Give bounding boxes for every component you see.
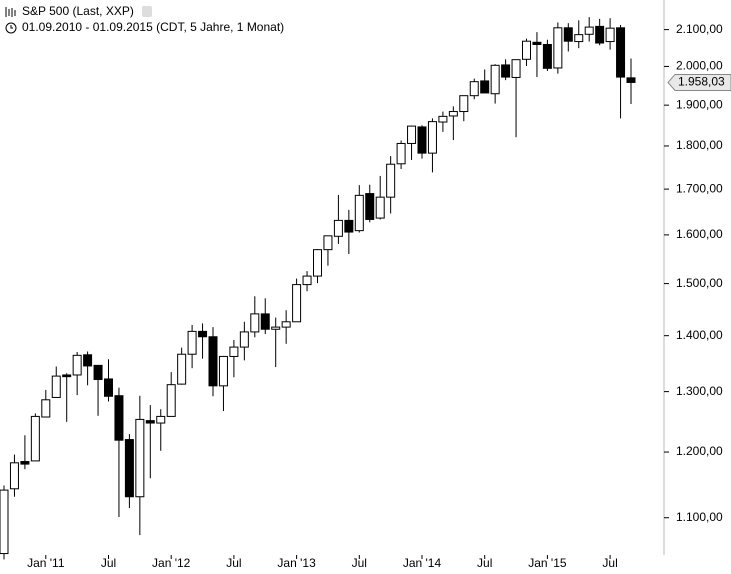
candle-body: [271, 326, 281, 330]
candle-body: [542, 43, 552, 69]
candle-body: [626, 77, 636, 83]
candle-body: [208, 336, 218, 387]
x-tick-label: Jul: [602, 556, 617, 570]
y-tick-label: 1.800,00: [676, 138, 723, 152]
candle-body: [522, 40, 531, 60]
candle-body: [553, 27, 563, 69]
last-price-tag: [667, 73, 731, 91]
candle-body: [41, 399, 51, 418]
candle-body: [166, 384, 176, 417]
candle-body: [480, 80, 490, 94]
candle-body: [469, 81, 479, 97]
candle-body: [365, 193, 375, 220]
y-tick-label: 2.100,00: [676, 22, 723, 36]
candle-body: [574, 34, 584, 43]
candle-body: [417, 126, 427, 154]
info-icon[interactable]: [142, 6, 152, 17]
candle-body: [156, 415, 166, 424]
candle-body: [459, 95, 469, 113]
candle-body: [313, 249, 322, 277]
candle-body: [281, 321, 291, 328]
candle-body: [616, 27, 626, 78]
candle-body: [250, 313, 260, 333]
candle-body: [104, 378, 113, 397]
x-tick-label: Jul: [477, 556, 492, 570]
candle-body: [72, 354, 82, 376]
x-tick-label: Jul: [226, 556, 241, 570]
candle-body: [427, 121, 437, 154]
candle-body: [333, 219, 343, 237]
candle-body: [344, 219, 354, 233]
candle-body: [20, 461, 30, 465]
candle-body: [198, 330, 208, 338]
x-tick-label: Jan '14: [403, 556, 442, 570]
candle-body: [229, 346, 239, 357]
chart-title: S&P 500 (Last, XXP): [22, 4, 134, 18]
y-tick-label: 1.300,00: [676, 384, 723, 398]
y-tick-label: 1.600,00: [676, 227, 723, 241]
x-tick-label: Jan '12: [152, 556, 191, 570]
candle-body: [605, 27, 615, 43]
candle-body: [511, 59, 521, 78]
candle-body: [407, 125, 417, 144]
x-tick-label: Jan '15: [528, 556, 567, 570]
candle-body: [375, 196, 385, 219]
candle-body: [323, 235, 333, 251]
y-tick-label: 1.900,00: [676, 97, 723, 111]
clock-icon: [5, 22, 17, 34]
y-tick-label: 1.200,00: [676, 444, 723, 458]
candle-body: [93, 364, 103, 381]
y-tick-label: 1.100,00: [676, 510, 723, 524]
candle-body: [51, 375, 61, 398]
candle-body: [386, 163, 396, 198]
candle-body: [135, 418, 145, 498]
candle-body: [177, 353, 187, 385]
candle-body: [292, 284, 302, 323]
candle-body: [239, 331, 249, 348]
y-tick-label: 1.400,00: [676, 328, 723, 342]
y-tick-label: 1.700,00: [676, 181, 723, 195]
candle-body: [62, 374, 72, 378]
last-price-label: 1.958,03: [678, 75, 725, 89]
candle-body: [302, 275, 312, 286]
candle-body: [30, 415, 40, 462]
candle-body: [83, 354, 93, 367]
x-tick-label: Jul: [101, 556, 116, 570]
candle-body: [563, 27, 573, 42]
candle-body: [595, 25, 605, 44]
candle-body: [438, 115, 448, 123]
candle-body: [396, 142, 406, 165]
candle-body: [448, 111, 458, 117]
x-tick-label: Jul: [352, 556, 367, 570]
x-tick-label: Jan '11: [27, 556, 65, 570]
x-tick-label: Jan '13: [277, 556, 316, 570]
candle-body: [145, 420, 155, 424]
candle-body: [490, 64, 500, 95]
candle-body: [124, 439, 134, 498]
y-tick-label: 1.500,00: [676, 276, 723, 290]
candle-body: [9, 462, 19, 490]
candle-body: [260, 313, 270, 330]
candle-body: [187, 330, 197, 355]
candle-body: [584, 26, 594, 35]
candle-body: [532, 41, 542, 45]
chart-icon: [5, 7, 16, 17]
candle-body: [218, 355, 228, 387]
candle-body: [0, 489, 9, 555]
chart-subtitle: 01.09.2010 - 01.09.2015 (CDT, 5 Jahre, 1…: [22, 20, 284, 34]
candle-body: [354, 194, 364, 232]
candle-body: [114, 395, 124, 441]
clock-hands: [10, 25, 13, 29]
y-tick-label: 2.000,00: [676, 59, 723, 73]
candle-body: [501, 64, 511, 78]
